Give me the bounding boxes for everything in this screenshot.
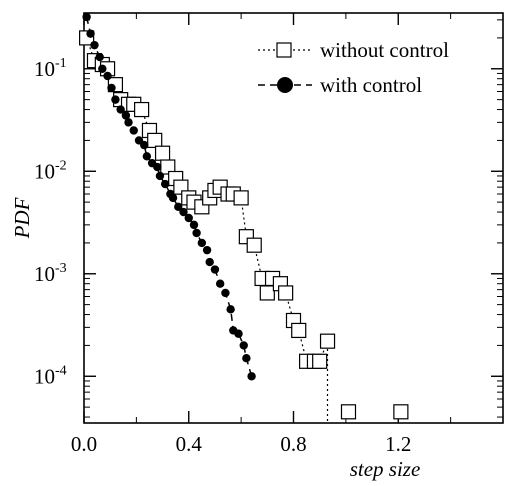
data-point-with-control — [210, 265, 220, 274]
data-point-with-control — [192, 228, 201, 238]
x-tick-label: 0.0 — [71, 432, 97, 456]
y-tick-label: 10-4 — [34, 363, 67, 388]
data-point-without-control — [340, 404, 357, 420]
legend-marker-circle — [277, 77, 293, 93]
data-point-with-control — [184, 213, 193, 223]
data-point-with-control — [95, 52, 104, 62]
x-ticks: 0.0 0.4 0.8 1.2 — [71, 13, 452, 456]
legend-label-without-control: without control — [320, 38, 449, 62]
data-point-without-control — [233, 190, 249, 206]
y-tick-exponent: -4 — [55, 363, 67, 378]
data-point-with-control — [142, 152, 152, 161]
y-tick-exponent: -1 — [55, 56, 67, 71]
legend: without control with control — [258, 38, 449, 97]
x-tick-label: 0.4 — [176, 432, 203, 456]
legend-marker-square — [276, 42, 292, 58]
data-point-without-control — [312, 353, 328, 369]
data-point-with-control — [121, 111, 131, 120]
data-point-without-control — [278, 285, 294, 301]
data-point-without-control — [393, 404, 409, 420]
data-point-with-control — [107, 83, 116, 93]
data-point-with-control — [111, 95, 120, 104]
data-point-with-control — [140, 140, 149, 150]
data-point-without-control — [154, 145, 171, 161]
data-point-without-control — [259, 285, 275, 301]
legend-item-without-control: without control — [258, 38, 449, 62]
data-point-with-control — [153, 162, 162, 172]
data-point-with-control — [215, 279, 225, 288]
data-point-with-control — [103, 71, 112, 81]
series-layer — [79, 12, 409, 423]
data-point-with-control — [98, 64, 107, 73]
x-axis-label: step size — [350, 457, 421, 481]
data-point-with-control — [239, 341, 248, 350]
y-minor-ticks — [84, 19, 503, 418]
data-point-with-control — [205, 257, 214, 267]
y-major-ticks: 10-1 10-2 10-3 10-4 — [34, 56, 503, 388]
x-tick-label: 0.8 — [280, 432, 306, 456]
data-point-with-control — [189, 220, 199, 230]
data-point-with-control — [202, 245, 212, 255]
data-point-with-control — [174, 202, 183, 212]
data-point-with-control — [179, 207, 188, 217]
y-tick-label: 10-3 — [34, 261, 67, 286]
data-point-with-control — [221, 288, 230, 298]
y-tick-exponent: -3 — [55, 261, 67, 276]
data-point-with-control — [160, 179, 170, 189]
legend-label-with-control: with control — [320, 73, 422, 97]
data-point-with-control — [242, 354, 251, 363]
plot-frame — [83, 12, 504, 424]
data-point-without-control — [246, 237, 262, 253]
data-point-with-control — [155, 171, 165, 181]
data-point-with-control — [124, 118, 133, 127]
data-point-with-control — [247, 372, 256, 381]
data-point-without-control — [319, 333, 336, 349]
y-tick-label: 10-1 — [34, 56, 67, 81]
data-point-with-control — [234, 329, 243, 338]
y-tick-exponent: -2 — [55, 158, 67, 173]
x-tick-label: 1.2 — [385, 432, 411, 456]
data-point-with-control — [82, 12, 91, 22]
data-point-without-control — [134, 101, 150, 118]
legend-item-with-control: with control — [258, 73, 422, 97]
data-point-with-control — [197, 238, 207, 248]
y-tick-label: 10-2 — [34, 158, 67, 183]
data-point-without-control — [291, 322, 307, 339]
y-axis-label: PDF — [10, 197, 34, 239]
data-point-with-control — [86, 29, 95, 38]
data-point-with-control — [226, 305, 235, 314]
data-point-without-control — [147, 132, 163, 149]
data-point-with-control — [168, 193, 178, 203]
data-point-with-control — [90, 40, 99, 50]
data-point-with-control — [129, 126, 138, 135]
data-point-with-control — [116, 105, 125, 114]
